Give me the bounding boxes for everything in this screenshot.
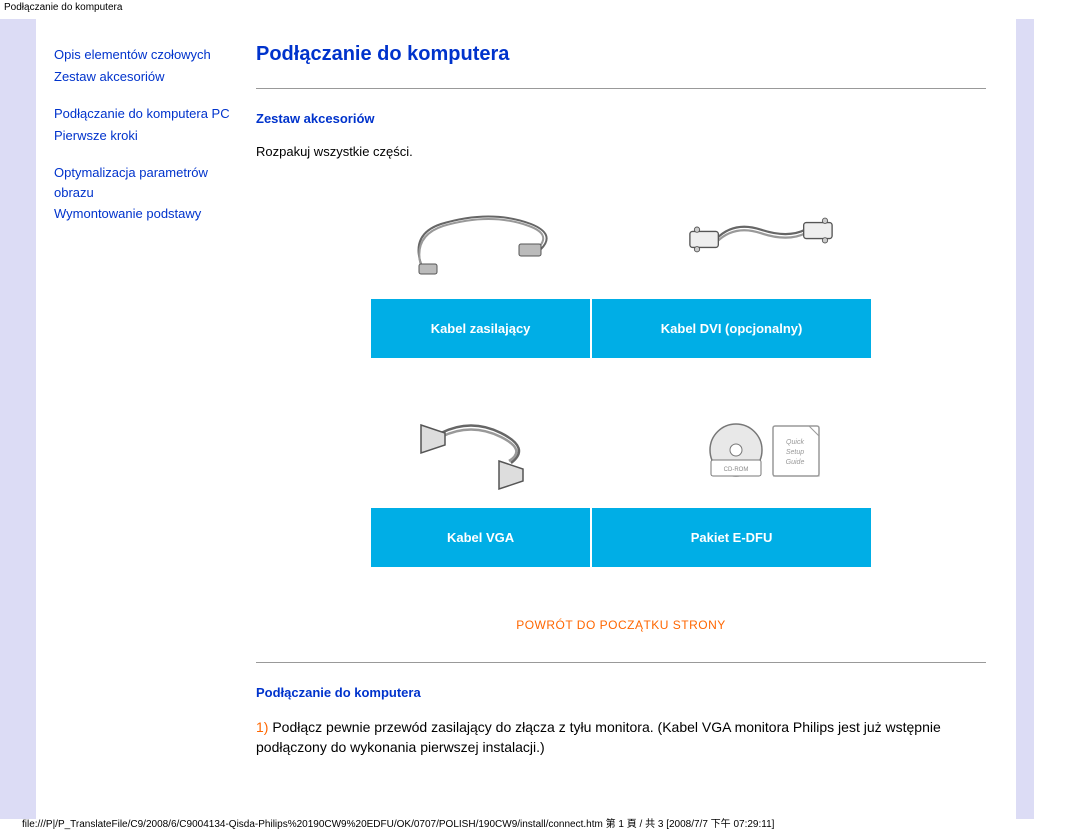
- label-vga-cable: Kabel VGA: [371, 508, 592, 567]
- unpack-instruction: Rozpakuj wszystkie części.: [256, 144, 986, 159]
- dvi-cable-image: [631, 189, 891, 289]
- label-edfu-package: Pakiet E-DFU: [592, 508, 871, 567]
- edfu-package-image: CD-ROM Quick Setup Guide: [631, 398, 891, 498]
- sidebar-link-remove-base[interactable]: Wymontowanie podstawy: [54, 204, 238, 224]
- svg-text:Guide: Guide: [786, 459, 805, 466]
- sidebar-link-first-steps[interactable]: Pierwsze kroki: [54, 126, 238, 146]
- edfu-package-icon: CD-ROM Quick Setup Guide: [681, 408, 841, 488]
- step-1-number: 1): [256, 719, 268, 735]
- svg-text:CD-ROM: CD-ROM: [724, 467, 749, 473]
- step-1-body: Podłącz pewnie przewód zasilający do złą…: [256, 719, 941, 755]
- vga-cable-image: [351, 398, 611, 498]
- return-to-top-link[interactable]: POWRÓT DO POCZĄTKU STRONY: [516, 618, 726, 632]
- left-blue-strip: [0, 19, 36, 819]
- label-power-cable: Kabel zasilający: [371, 299, 592, 358]
- power-cable-image: [351, 189, 611, 289]
- page-title: Podłączanie do komputera: [256, 43, 986, 66]
- footer-file-path: file:///P|/P_TranslateFile/C9/2008/6/C90…: [22, 815, 774, 830]
- sidebar: Opis elementów czołowych Zestaw akcesori…: [36, 19, 246, 819]
- label-dvi-cable: Kabel DVI (opcjonalny): [592, 299, 871, 358]
- sidebar-link-connect-pc[interactable]: Podłączanie do komputera PC: [54, 104, 238, 124]
- sidebar-link-front-elements[interactable]: Opis elementów czołowych: [54, 45, 238, 65]
- svg-text:Setup: Setup: [786, 449, 804, 456]
- right-blue-strip: [1016, 19, 1034, 819]
- sidebar-link-optimize[interactable]: Optymalizacja parametrów obrazu: [54, 163, 238, 202]
- svg-text:Quick: Quick: [786, 439, 804, 446]
- divider-top: [256, 88, 986, 89]
- section-accessories-heading: Zestaw akcesoriów: [256, 111, 986, 126]
- vga-cable-icon: [401, 403, 561, 493]
- section-connect-heading: Podłączanie do komputera: [256, 685, 986, 700]
- power-cable-icon: [401, 194, 561, 284]
- divider-bottom: [256, 662, 986, 663]
- step-1-text: 1) Podłącz pewnie przewód zasilający do …: [256, 718, 986, 757]
- accessory-grid: Kabel zasilający Kabel DVI (opcjonalny): [341, 179, 901, 567]
- top-breadcrumb: Podłączanie do komputera: [0, 0, 1080, 19]
- sidebar-link-accessories[interactable]: Zestaw akcesoriów: [54, 67, 238, 87]
- main-content: Podłączanie do komputera Zestaw akcesori…: [246, 19, 1016, 819]
- dvi-cable-icon: [681, 203, 841, 274]
